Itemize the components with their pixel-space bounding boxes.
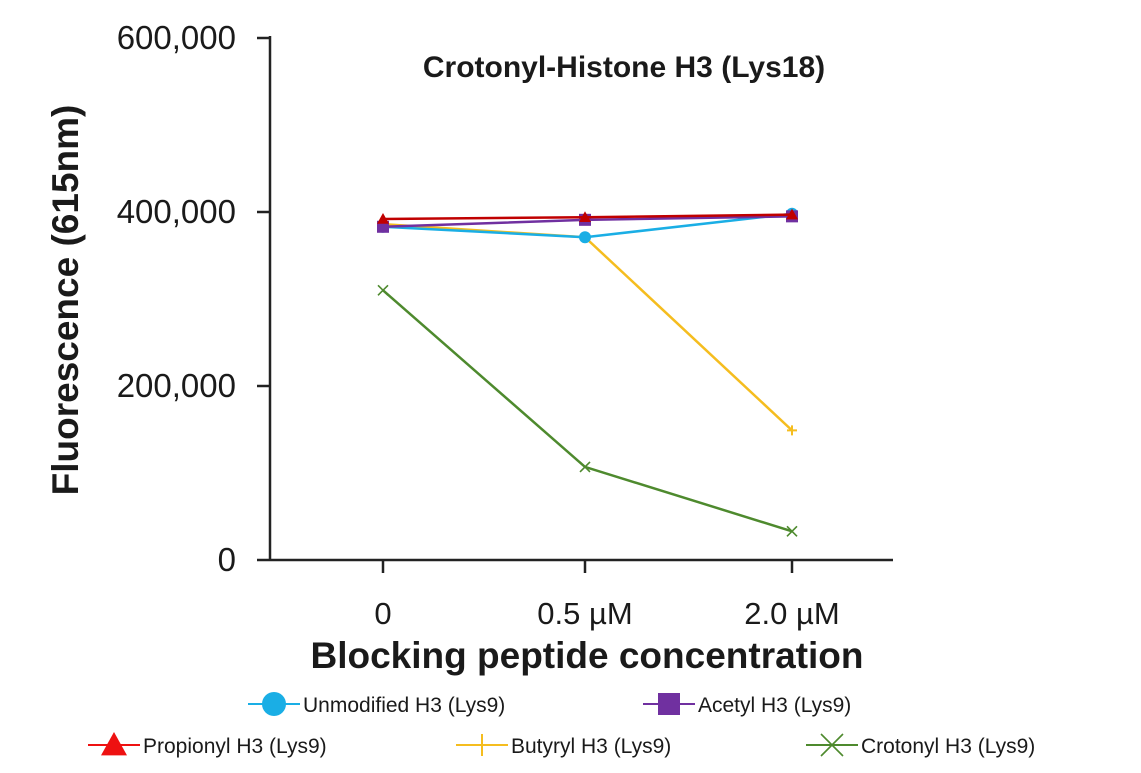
legend-marker-square-icon (658, 693, 680, 715)
legend-label: Acetyl H3 (Lys9) (698, 694, 851, 717)
series-line (382, 222, 793, 432)
y-tick-label: 600,000 (117, 19, 236, 56)
x-tick-label: 0.5 µM (537, 596, 632, 631)
x-tick-label: 0 (374, 596, 391, 631)
data-point (377, 284, 389, 296)
legend-marker-circle-icon (262, 692, 286, 716)
legend-marker-plus-icon (471, 734, 493, 756)
legend-label: Propionyl H3 (Lys9) (143, 735, 327, 758)
chart-title: Crotonyl-Histone H3 (Lys18) (423, 51, 825, 84)
data-point (787, 425, 797, 436)
series-crotonyl (377, 284, 798, 537)
legend-item: Crotonyl H3 (Lys9) (806, 733, 1035, 758)
legend-item: Acetyl H3 (Lys9) (643, 693, 851, 717)
y-tick-label: 0 (218, 541, 236, 578)
legend-marker-triangle-icon (101, 732, 127, 756)
legend-marker-x-icon (820, 733, 844, 757)
legend-label: Crotonyl H3 (Lys9) (861, 735, 1035, 758)
legend-item: Propionyl H3 (Lys9) (88, 732, 327, 758)
y-tick-label: 400,000 (117, 193, 236, 230)
legend-label: Butyryl H3 (Lys9) (511, 735, 671, 758)
legend-item: Unmodified H3 (Lys9) (248, 692, 505, 717)
x-axis-label: Blocking peptide concentration (311, 635, 864, 676)
series-propionyl (377, 208, 798, 224)
x-tick-label: 2.0 µM (744, 596, 839, 631)
data-point (786, 208, 798, 220)
legend-item: Butyryl H3 (Lys9) (456, 734, 671, 758)
data-point (377, 220, 389, 233)
data-point (786, 525, 798, 537)
data-point (579, 211, 591, 223)
y-axis-label: Fluorescence (615nm) (45, 105, 86, 496)
legend-label: Unmodified H3 (Lys9) (303, 694, 505, 717)
data-point (579, 231, 591, 244)
series-line (382, 289, 793, 533)
y-tick-label: 200,000 (117, 367, 236, 404)
data-point (579, 461, 591, 473)
series-butyryl (378, 219, 797, 436)
data-point (377, 212, 389, 224)
